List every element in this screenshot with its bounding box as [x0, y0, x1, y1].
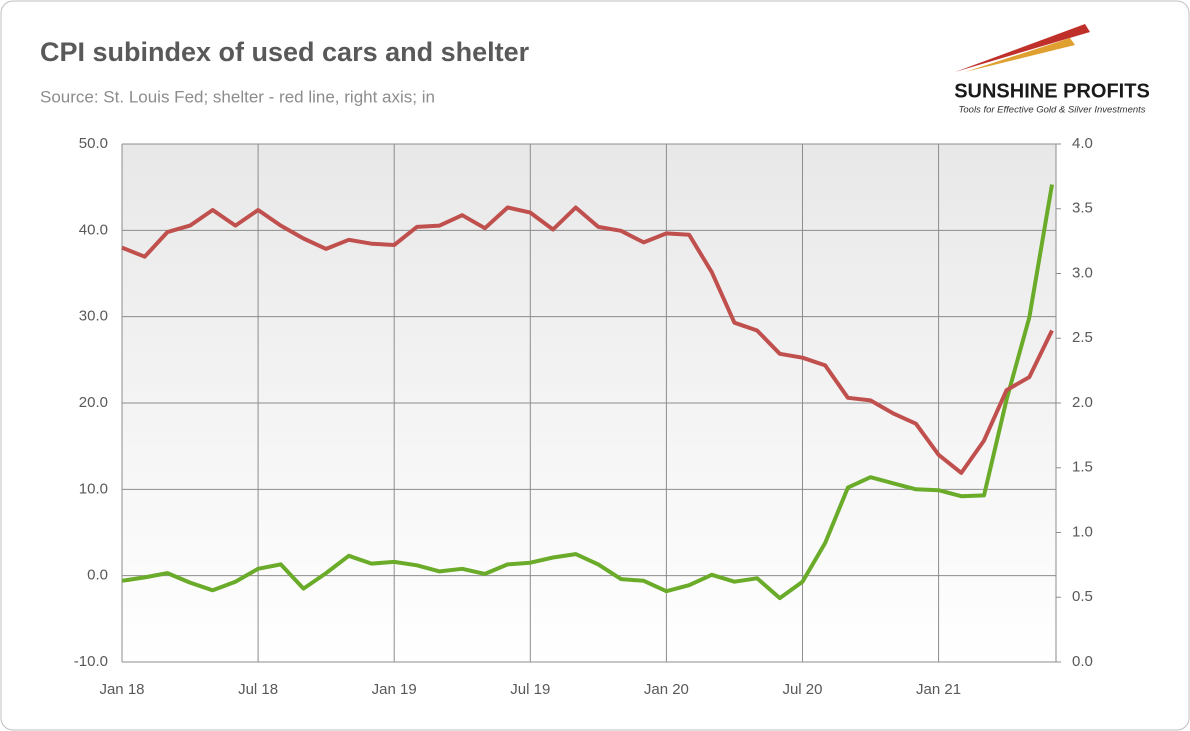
y-tick-label: 20.0 [79, 394, 108, 411]
logo-ray [965, 38, 1075, 72]
y2-tick-label: 4.0 [1072, 135, 1093, 152]
y2-tick-label: 0.5 [1072, 588, 1093, 605]
x-tick-label: Jan 19 [372, 681, 417, 698]
x-tick-label: Jul 20 [782, 681, 822, 698]
series [121, 184, 1054, 601]
y2-tick-label: 1.0 [1072, 523, 1093, 540]
logo-ray [955, 24, 1090, 72]
y-tick-label: 30.0 [79, 308, 108, 325]
chart-subtitle: Source: St. Louis Fed; shelter - red lin… [40, 87, 435, 106]
y2-tick-label: 3.5 [1072, 200, 1093, 217]
x-tick-label: Jan 20 [644, 681, 689, 698]
logo-tagline: Tools for Effective Gold & Silver Invest… [958, 105, 1145, 116]
series-line [121, 205, 1054, 475]
logo: SUNSHINE PROFITS Tools for Effective Gol… [954, 24, 1150, 116]
y-tick-label: 0.0 [87, 567, 108, 584]
logo-name: SUNSHINE PROFITS [954, 80, 1150, 102]
grid [121, 143, 1061, 663]
y-tick-label: -10.0 [74, 653, 108, 670]
y-tick-label: 10.0 [79, 480, 108, 497]
series-line [121, 184, 1054, 601]
x-tick-label: Jan 21 [916, 681, 961, 698]
x-tick-label: Jul 18 [238, 681, 278, 698]
y2-tick-label: 1.5 [1072, 459, 1093, 476]
y2-tick-label: 0.0 [1072, 653, 1093, 670]
x-tick-label: Jul 19 [510, 681, 550, 698]
y2-tick-label: 2.5 [1072, 329, 1093, 346]
chart-title: CPI subindex of used cars and shelter [40, 37, 530, 67]
y2-tick-label: 2.0 [1072, 394, 1093, 411]
y2-tick-label: 3.0 [1072, 264, 1093, 281]
x-tick-label: Jan 18 [99, 681, 144, 698]
y-tick-label: 40.0 [79, 221, 108, 238]
y-tick-label: 50.0 [79, 135, 108, 152]
